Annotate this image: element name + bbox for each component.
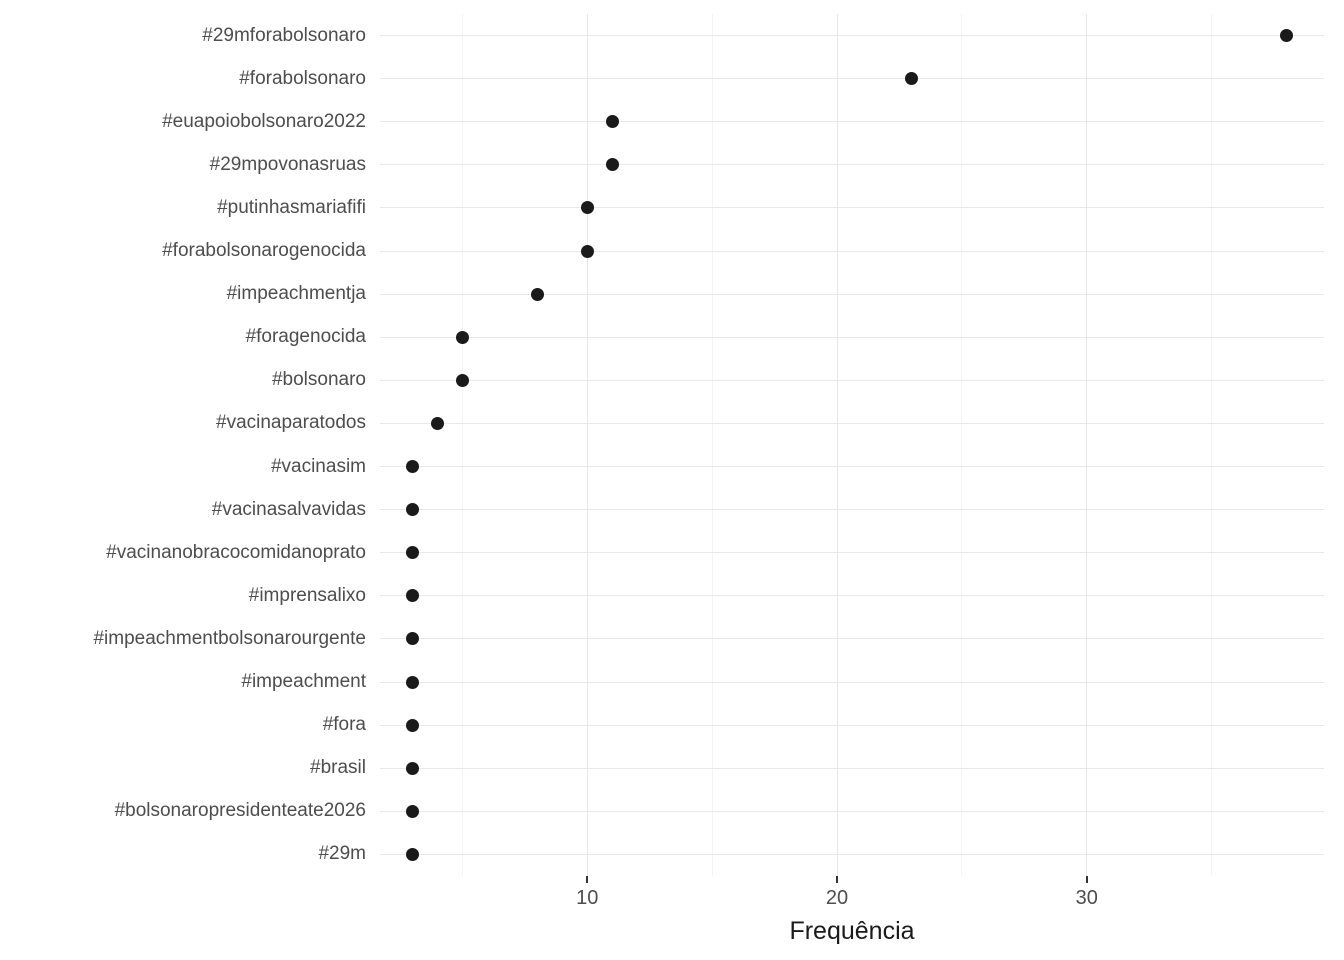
gridline-major-horizontal [380,207,1324,209]
gridline-major-horizontal [380,466,1324,468]
data-point [405,460,419,474]
x-axis-tick [1085,876,1088,883]
plot-area [380,14,1324,876]
data-point [530,287,544,301]
x-axis-tick-label: 10 [576,887,599,909]
data-point [905,72,919,86]
y-axis-category-label: #impeachmentbolsonarourgente [93,627,366,649]
gridline-major-horizontal [380,293,1324,295]
gridline-major-horizontal [380,422,1324,424]
gridline-major-vertical [586,14,588,876]
data-point [455,373,469,387]
gridline-major-horizontal [380,853,1324,855]
data-point [605,115,619,129]
y-axis-category-label: #forabolsonarogenocida [162,240,366,262]
data-point [455,330,469,344]
gridline-minor-vertical [461,14,463,876]
gridline-major-horizontal [380,552,1324,554]
data-point [405,589,419,603]
gridline-major-horizontal [380,810,1324,812]
gridline-major-horizontal [380,121,1324,123]
data-point [580,201,594,215]
data-point [405,718,419,732]
gridline-minor-vertical [961,14,963,876]
y-axis-category-label: #29mpovonasruas [209,153,366,175]
gridline-major-horizontal [380,767,1324,769]
y-axis-category-label: #fora [322,714,366,736]
y-axis-category-label: #29m [318,843,366,865]
y-axis-category-label: #putinhasmariafifi [217,196,366,218]
y-axis-category-label: #bolsonaro [271,369,366,391]
y-axis-category-label: #29mforabolsonaro [202,24,366,46]
gridline-major-vertical [1086,14,1088,876]
gridline-major-horizontal [380,509,1324,511]
y-axis-category-label: #foragenocida [245,326,366,348]
data-point [605,158,619,172]
data-point [405,632,419,646]
y-axis-category-label: #impeachment [241,671,366,693]
y-axis-category-label: #vacinasalvavidas [211,498,366,520]
gridline-major-horizontal [380,638,1324,640]
gridline-major-vertical [836,14,838,876]
data-point [405,761,419,775]
x-axis-tick-label: 30 [1075,887,1098,909]
x-axis-tick-label: 20 [825,887,849,909]
x-axis-tick [836,876,839,883]
gridline-major-horizontal [380,35,1324,37]
data-point [405,847,419,861]
gridline-major-horizontal [380,681,1324,683]
gridline-major-horizontal [380,250,1324,252]
x-axis-tick [586,876,589,883]
y-axis-category-label: #brasil [310,757,366,779]
y-axis-category-label: #vacinasim [270,455,366,477]
x-axis-title: Frequência [789,917,915,945]
gridline-minor-vertical [1211,14,1213,876]
data-point [1280,29,1294,43]
gridline-major-horizontal [380,595,1324,597]
y-axis-category-label: #vacinanobracocomidanoprato [106,541,366,563]
gridline-major-horizontal [380,379,1324,381]
data-point [430,416,444,430]
gridline-major-horizontal [380,164,1324,166]
data-point [405,546,419,560]
y-axis-category-label: #vacinaparatodos [216,412,366,434]
data-point [580,244,594,258]
data-point [405,503,419,517]
gridline-minor-vertical [711,14,713,876]
y-axis-category-label: #impeachmentja [226,283,366,305]
y-axis-category-label: #imprensalixo [248,584,366,606]
y-axis-category-label: #bolsonaropresidenteate2026 [114,800,366,822]
gridline-major-horizontal [380,336,1324,338]
data-point [405,804,419,818]
data-point [405,675,419,689]
gridline-major-horizontal [380,724,1324,726]
y-axis-category-label: #euapoiobolsonaro2022 [162,110,366,132]
y-axis-category-label: #forabolsonaro [239,67,366,89]
gridline-major-horizontal [380,78,1324,80]
